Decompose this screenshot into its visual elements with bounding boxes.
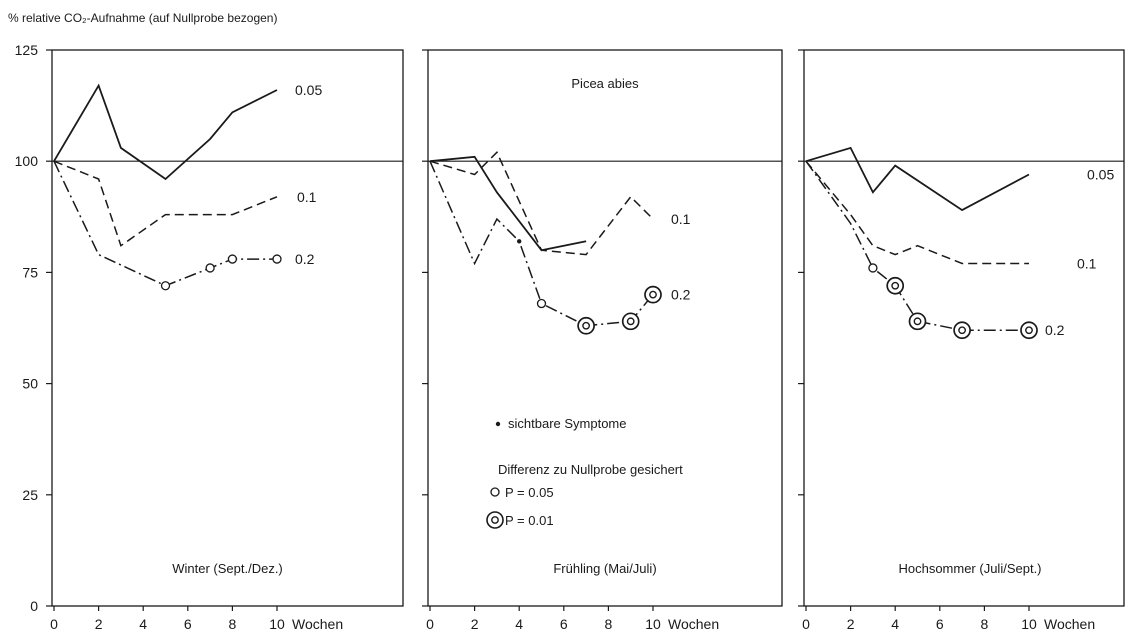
y-tick-label: 25 — [22, 487, 38, 503]
x-tick-label: 8 — [229, 616, 237, 632]
marker-p001 — [621, 312, 640, 331]
y-axis-label: % relative CO₂-Aufnahme (auf Nullprobe b… — [8, 11, 277, 25]
series-label: 0.1 — [297, 189, 317, 205]
x-tick-label: 6 — [936, 616, 944, 632]
y-tick-label: 50 — [22, 376, 38, 392]
x-tick-label: 4 — [139, 616, 147, 632]
series-line-0.1 — [53, 160, 278, 247]
series-label: 0.05 — [295, 82, 322, 98]
series-label: 0.2 — [671, 287, 691, 303]
marker-symptom — [517, 239, 522, 244]
panel-title: Hochsommer (Juli/Sept.) — [898, 561, 1041, 576]
x-tick-label: 6 — [184, 616, 192, 632]
plot-frame — [427, 49, 783, 607]
x-tick-label: 4 — [891, 616, 899, 632]
x-tick-label: 2 — [471, 616, 479, 632]
x-tick-label: 0 — [50, 616, 58, 632]
series-line-0.1 — [429, 151, 654, 256]
x-tick-label: 0 — [802, 616, 810, 632]
legend-p005-text: P = 0.05 — [505, 485, 554, 500]
legend-p005-marker — [490, 487, 500, 497]
plot-frame — [51, 49, 404, 607]
marker-p001 — [644, 285, 662, 304]
series-line-0.1 — [805, 160, 1029, 265]
legend-p001-marker-inner — [491, 516, 499, 524]
y-tick-label: 100 — [15, 153, 39, 169]
legend-symptom-dot — [495, 421, 501, 427]
marker-p005 — [868, 263, 878, 273]
series-label: 0.1 — [1077, 256, 1097, 272]
x-tick-label: 6 — [560, 616, 568, 632]
y-tick-label: 125 — [15, 42, 39, 58]
x-tick-label: 2 — [847, 616, 855, 632]
marker-p005 — [536, 298, 547, 309]
series-line-0.2 — [53, 160, 277, 287]
plot-frame — [803, 49, 1125, 607]
x-tick-label: 8 — [981, 616, 989, 632]
legend-symptoms-text: sichtbare Symptome — [508, 416, 627, 431]
series-line-0.05 — [53, 83, 278, 181]
marker-p005 — [272, 254, 282, 264]
marker-p001-inner — [582, 321, 590, 330]
y-tick-label: 75 — [22, 264, 38, 280]
marker-p001-inner — [913, 317, 922, 326]
x-tick-label: 10 — [645, 616, 661, 632]
x-unit-label: Wochen — [668, 616, 719, 632]
x-tick-label: 0 — [426, 616, 434, 632]
marker-p001-inner — [1025, 326, 1033, 335]
x-tick-label: 10 — [269, 616, 285, 632]
legend-p001-text: P = 0.01 — [505, 513, 554, 528]
marker-p001-inner — [958, 326, 966, 335]
series-label: 0.2 — [295, 251, 315, 267]
x-tick-label: 8 — [605, 616, 613, 632]
marker-p001 — [1020, 321, 1038, 340]
marker-p005 — [160, 281, 171, 291]
x-unit-label: Wochen — [292, 616, 343, 632]
series-line-0.05 — [805, 146, 1030, 212]
x-tick-label: 2 — [95, 616, 103, 632]
panel-1: 0 2 4 6 8 10 Wochen Frühling (Mai/Juli) Picea ab… — [422, 49, 783, 632]
x-unit-label: Wochen — [1044, 616, 1095, 632]
marker-p001 — [908, 312, 927, 331]
marker-p001 — [577, 316, 595, 335]
y-tick-label: 0 — [30, 598, 38, 614]
panel-title: Winter (Sept./Dez.) — [172, 561, 283, 576]
marker-p001 — [886, 276, 905, 295]
species-label: Picea abies — [571, 76, 639, 91]
marker-p001 — [953, 321, 971, 340]
panel-0: 0 25 50 75 100 125 0 2 4 6 8 10 Wochen Winter (Sept./… — [15, 42, 404, 632]
marker-p001-inner — [891, 281, 900, 290]
marker-p001-inner — [649, 290, 657, 299]
panel-2: 0 2 4 6 8 10 Wochen Hochsommer (Juli/Sept.) 0.05… — [798, 49, 1125, 632]
series-label: 0.2 — [1045, 322, 1065, 338]
x-tick-label: 4 — [515, 616, 523, 632]
legend-significance-title: Differenz zu Nullprobe gesichert — [498, 462, 683, 477]
panel-title: Frühling (Mai/Juli) — [553, 561, 656, 576]
series-line-unlabeled — [429, 155, 587, 252]
marker-p005 — [205, 263, 215, 273]
marker-p001-inner — [626, 317, 635, 326]
legend-p001-marker-outer — [486, 511, 504, 529]
marker-p005 — [227, 254, 238, 264]
series-label: 0.05 — [1087, 167, 1114, 183]
x-tick-label: 10 — [1021, 616, 1037, 632]
series-label: 0.1 — [671, 211, 691, 227]
legend: sichtbare Symptome Differenz zu Nullprob… — [486, 416, 683, 529]
